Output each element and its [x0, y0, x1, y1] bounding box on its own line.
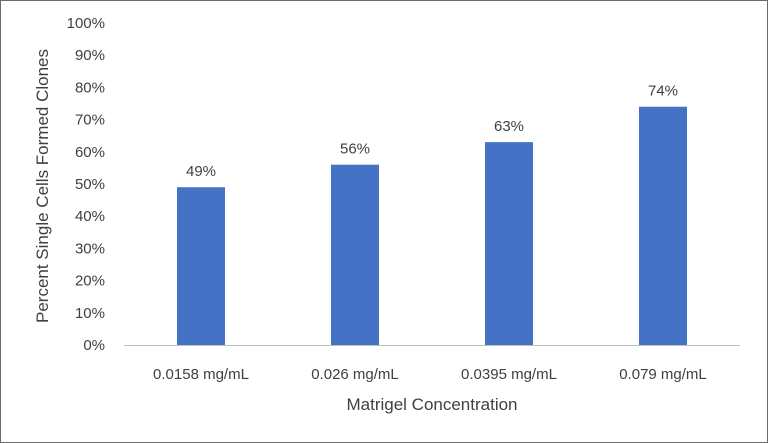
y-tick-label: 40% — [75, 208, 105, 225]
y-tick-label: 20% — [75, 273, 105, 290]
y-tick-label: 80% — [75, 79, 105, 96]
bar — [331, 164, 379, 345]
bars — [177, 106, 687, 345]
bar-data-label: 49% — [186, 163, 216, 180]
y-tick-label: 100% — [67, 15, 105, 32]
x-axis-title: Matrigel Concentration — [346, 395, 517, 414]
y-tick-label: 30% — [75, 240, 105, 257]
bar-data-label: 74% — [648, 83, 678, 100]
y-tick-label: 0% — [83, 337, 105, 354]
bar-data-label: 56% — [340, 141, 370, 158]
y-tick-label: 10% — [75, 305, 105, 322]
x-tick-label: 0.0158 mg/mL — [153, 366, 249, 383]
x-axis-ticks: 0.0158 mg/mL 0.026 mg/mL 0.0395 mg/mL 0.079… — [153, 366, 707, 383]
y-axis-title: Percent Single Cells Formed Clones — [33, 49, 52, 323]
x-tick-label: 0.0395 mg/mL — [461, 366, 557, 383]
y-tick-label: 70% — [75, 112, 105, 129]
x-tick-label: 0.079 mg/mL — [619, 366, 707, 383]
y-axis-ticks: 0% 10% 20% 30% 40% 50% 60% 70% 80% 90% 100% — [67, 15, 105, 354]
bar — [177, 187, 225, 345]
y-tick-label: 60% — [75, 144, 105, 161]
bar — [485, 142, 533, 345]
y-tick-label: 90% — [75, 47, 105, 64]
x-tick-label: 0.026 mg/mL — [311, 366, 399, 383]
bar — [639, 106, 687, 345]
data-labels: 49% 56% 63% 74% — [186, 83, 678, 181]
bar-data-label: 63% — [494, 118, 524, 135]
y-tick-label: 50% — [75, 176, 105, 193]
